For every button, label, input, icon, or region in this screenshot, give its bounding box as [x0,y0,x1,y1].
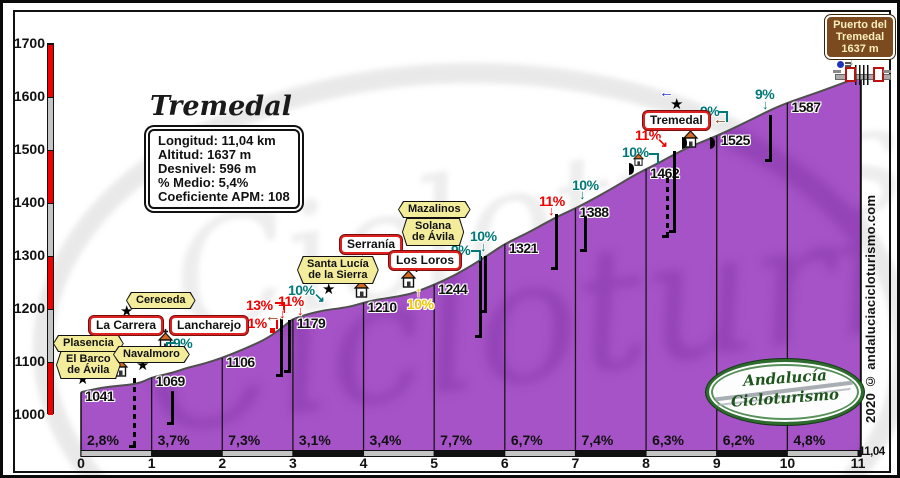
altitude-scale-bar [47,43,54,414]
place-tag-label: Cereceda [127,293,195,308]
place-box-red: Los Loros [389,251,461,270]
place-box-red: Tremedal [643,111,710,130]
summit-structures-icon [833,57,891,89]
marker-line-foot [480,310,487,313]
left-arrow-icon: ← [659,84,674,101]
andalucia-cicloturismo-logo: Andalucía Cicloturismo [706,359,864,425]
place-tag-yellow: Cereceda [126,292,196,309]
place-tag-label: Solana de Ávila [403,219,463,245]
altitude-bar-segment [48,97,53,150]
marker-line-foot [475,335,482,338]
marker-line-foot [765,159,772,162]
marker-line [584,217,587,249]
marker-line-foot [284,370,291,373]
place-tag-yellow: Solana de Ávila [402,218,464,246]
antenna-mast-icon [855,65,869,85]
pass-marker-icon [845,67,856,82]
place-tag-yellow: Santa Lucía de la Sierra [297,256,379,284]
summit-sign-line2: Tremedal [829,31,891,43]
altitude-bar-segment [48,362,53,415]
place-tag-yellow: Mazalinos [398,201,471,218]
marker-line [171,391,174,422]
down-arrow-icon: ↓ [579,187,586,202]
altitude-bar-segment [48,256,53,309]
place-tag-yellow: Plasencia [53,335,124,352]
place-tag-yellow: Navalmoro [113,346,190,363]
down-arrow-icon: ↓ [548,203,555,218]
info-altitud: Altitud: 1637 m [158,148,290,162]
summit-sign: Puerto del Tremedal 1637 m [825,15,895,59]
marker-line-foot [276,374,283,377]
place-tag-yellow: El Barco de Ávila [56,351,121,379]
down-arrow-icon: ↓ [480,239,487,254]
altitude-bar-segment [48,203,53,256]
climb-profile-chart: Cicloturismo Cicloturismo Tremedal Longi… [0,0,900,478]
marker-line [484,256,487,310]
downright-arrow-icon: ↘ [657,135,668,151]
info-longitud: Longitud: 11,04 km [158,134,290,148]
summit-sign-line1: Puerto del [829,19,891,31]
info-desnivel: Desnivel: 596 m [158,162,290,176]
down-arrow-icon: ↓ [297,303,304,318]
marker-line-foot [580,249,587,252]
guardrail-icon [833,70,841,73]
hook-arrow-icon [649,153,659,164]
marker-line [769,115,772,159]
route-end-km-label: 11,04 [859,446,885,458]
marker-line-foot [551,267,558,270]
marker-line [479,256,482,335]
altitude-bar-segment [48,150,53,203]
info-coeficiente: Coeficiente APM: 108 [158,190,290,204]
altitude-bar-segment [48,309,53,362]
marker-line [673,151,676,230]
marker-line [280,318,283,374]
altitude-bar-segment [48,44,53,97]
place-tag-label: Mazalinos [399,202,470,217]
place-tag-label: Plasencia [54,336,123,351]
info-medio: % Medio: 5,4% [158,176,290,190]
place-tag-label: El Barco de Ávila [57,352,120,378]
marker-line [666,178,669,235]
marker-line-foot [662,235,669,238]
copyright-vertical-text: 2020 © andaluciacicloturismo.com [863,123,878,423]
marker-line-foot [129,445,136,448]
steep-point-dot [270,328,275,333]
up-arrow-icon: ↑ [415,284,422,299]
place-box-red: Lancharejo [170,316,248,335]
marker-line [555,214,558,267]
marker-line-foot [167,422,174,425]
chart-title: Tremedal [131,91,311,122]
left-arrow-icon: ← [713,111,728,128]
marker-line-foot [669,230,676,233]
left-arrow-icon: ← [265,308,280,325]
downright-arrow-icon: ↘ [314,290,325,306]
summit-sign-line3: 1637 m [829,43,891,55]
speed-line-icon [845,62,851,64]
place-box-red: La Carrera [89,316,163,335]
place-tag-label: Navalmoro [114,347,189,362]
climb-info-box: Longitud: 11,04 km Altitud: 1637 m Desni… [148,129,300,209]
marker-line [288,320,291,370]
marker-line [133,378,136,445]
guardrail-icon [883,70,891,73]
cyclist-icon [837,61,844,68]
down-arrow-icon: ↓ [762,97,769,112]
place-tag-label: Santa Lucía de la Sierra [298,257,378,283]
